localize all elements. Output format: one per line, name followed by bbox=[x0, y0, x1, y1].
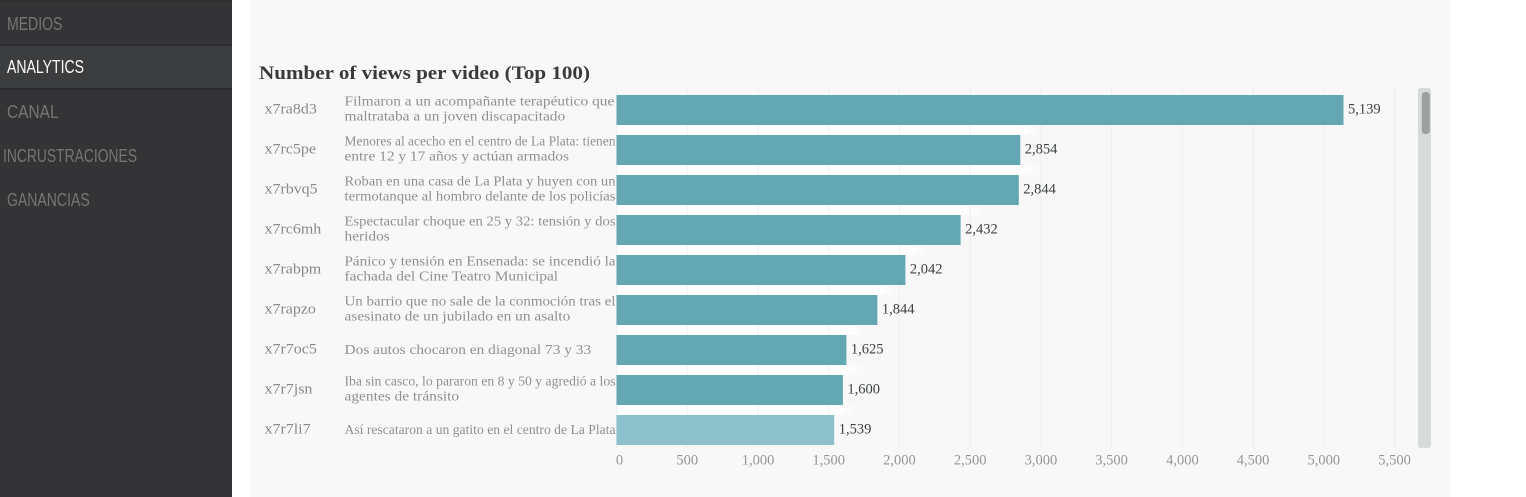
svg-text:Pánico y tensión en Ensenada:: Pánico y tensión en Ensenada: se incendi… bbox=[345, 254, 617, 269]
svg-text:2,500: 2,500 bbox=[954, 453, 987, 469]
svg-text:1,000: 1,000 bbox=[742, 453, 775, 469]
svg-text:Roban en una casa de La Plata: Roban en una casa de La Plata y huyen co… bbox=[345, 174, 616, 189]
svg-text:2,854: 2,854 bbox=[1025, 141, 1058, 157]
svg-text:5,000: 5,000 bbox=[1307, 453, 1340, 469]
svg-text:entre 12 y 17 años y actúan ar: entre 12 y 17 años y actúan armados bbox=[345, 149, 570, 164]
svg-text:x7ra8d3: x7ra8d3 bbox=[265, 101, 317, 117]
svg-text:Filmaron a un acompañante tera: Filmaron a un acompañante terapéutico qu… bbox=[345, 94, 615, 109]
svg-text:x7rabpm: x7rabpm bbox=[265, 261, 322, 277]
svg-text:2,042: 2,042 bbox=[910, 261, 943, 277]
svg-text:3,000: 3,000 bbox=[1025, 453, 1058, 469]
svg-text:2,432: 2,432 bbox=[965, 221, 998, 237]
svg-text:1,844: 1,844 bbox=[882, 301, 915, 317]
svg-text:1,500: 1,500 bbox=[812, 453, 845, 469]
svg-text:4,500: 4,500 bbox=[1237, 453, 1270, 469]
svg-text:2,844: 2,844 bbox=[1023, 181, 1056, 197]
svg-text:x7r7jsn: x7r7jsn bbox=[265, 381, 314, 397]
svg-text:500: 500 bbox=[676, 453, 698, 469]
svg-text:fachada del Cine Teatro Munici: fachada del Cine Teatro Municipal bbox=[345, 269, 559, 284]
svg-text:1,600: 1,600 bbox=[847, 381, 880, 397]
svg-text:termotanque al hombro delante: termotanque al hombro delante de los pol… bbox=[345, 189, 616, 204]
svg-text:Number of views per video (Top: Number of views per video (Top 100) bbox=[259, 63, 590, 84]
svg-text:Dos autos chocaron en diagonal: Dos autos chocaron en diagonal 73 y 33 bbox=[345, 343, 592, 358]
svg-text:agentes de tránsito: agentes de tránsito bbox=[345, 389, 460, 404]
svg-text:x7rc6mh: x7rc6mh bbox=[265, 221, 323, 237]
svg-text:4,000: 4,000 bbox=[1166, 453, 1199, 469]
svg-text:asesinato de un jubilado en un: asesinato de un jubilado en un asalto bbox=[345, 309, 571, 324]
svg-text:Iba sin casco, lo pararon en 8: Iba sin casco, lo pararon en 8 y 50 y ag… bbox=[345, 374, 616, 389]
svg-text:x7r7oc5: x7r7oc5 bbox=[265, 341, 317, 357]
svg-text:5,139: 5,139 bbox=[1348, 101, 1381, 117]
svg-text:Un barrio que no sale de la co: Un barrio que no sale de la conmoción tr… bbox=[345, 294, 616, 309]
svg-text:Así rescataron a un gatito en: Así rescataron a un gatito en el centro … bbox=[345, 423, 617, 438]
svg-text:1,539: 1,539 bbox=[839, 421, 872, 437]
svg-text:3,500: 3,500 bbox=[1095, 453, 1128, 469]
svg-text:Menores al acecho en el centro: Menores al acecho en el centro de La Pla… bbox=[345, 134, 616, 149]
svg-text:x7rbvq5: x7rbvq5 bbox=[265, 181, 318, 197]
svg-text:maltrataba a un joven discapac: maltrataba a un joven discapacitado bbox=[345, 109, 566, 124]
svg-text:x7rc5pe: x7rc5pe bbox=[265, 141, 316, 157]
svg-text:0: 0 bbox=[616, 453, 623, 469]
svg-text:x7rapzo: x7rapzo bbox=[265, 301, 316, 317]
svg-text:1,625: 1,625 bbox=[851, 341, 884, 357]
svg-text:Espectacular choque en 25 y 32: Espectacular choque en 25 y 32: tensión … bbox=[345, 214, 616, 229]
svg-text:5,500: 5,500 bbox=[1378, 453, 1411, 469]
svg-text:x7r7li7: x7r7li7 bbox=[265, 421, 311, 437]
svg-text:2,000: 2,000 bbox=[883, 453, 916, 469]
svg-text:heridos: heridos bbox=[345, 229, 390, 244]
